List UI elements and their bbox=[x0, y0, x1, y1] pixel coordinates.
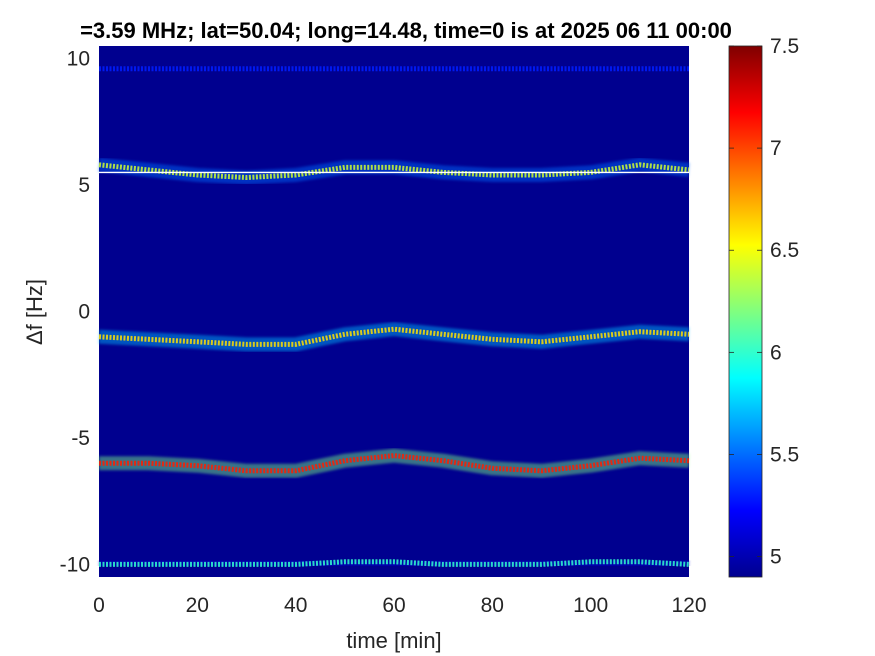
chart-title: =3.59 MHz; lat=50.04; long=14.48, time=0… bbox=[80, 18, 732, 43]
y-tick-label: -10 bbox=[60, 553, 90, 576]
trace-core-4 bbox=[99, 559, 690, 567]
colorbar-tick-label: 7 bbox=[770, 137, 782, 160]
colorbar: 5 5.5 6 6.5 7 7.5 bbox=[728, 35, 799, 578]
x-tick-label: 80 bbox=[481, 594, 504, 617]
plot-background bbox=[99, 46, 689, 577]
x-tick-label: 60 bbox=[382, 594, 405, 617]
x-tick-label: 120 bbox=[671, 594, 706, 617]
y-tick-label: 5 bbox=[78, 174, 90, 197]
x-tick-label: 0 bbox=[93, 594, 105, 617]
colorbar-ticks: 5 5.5 6 6.5 7 7.5 bbox=[729, 35, 799, 569]
colorbar-gradient bbox=[728, 45, 763, 578]
plot-area bbox=[98, 46, 690, 577]
colorbar-tick-label: 7.5 bbox=[770, 35, 799, 58]
x-axis: 0 20 40 60 80 100 120 bbox=[93, 594, 706, 617]
spectral-traces bbox=[98, 61, 690, 572]
colorbar-tick-label: 5.5 bbox=[770, 444, 799, 467]
trace-core-3 bbox=[99, 453, 690, 474]
y-tick-label: 0 bbox=[78, 301, 90, 324]
colorbar-tick-label: 5 bbox=[770, 546, 782, 569]
y-axis: 10 5 0 -5 -10 bbox=[60, 48, 90, 577]
y-axis-label: Δf [Hz] bbox=[22, 279, 47, 345]
colorbar-tick-label: 6.5 bbox=[770, 239, 799, 262]
colorbar-tick-label: 6 bbox=[770, 341, 782, 364]
x-tick-label: 40 bbox=[284, 594, 307, 617]
trace-core-2 bbox=[98, 326, 690, 347]
x-tick-label: 100 bbox=[573, 594, 608, 617]
y-tick-label: -5 bbox=[71, 427, 90, 450]
x-tick-label: 20 bbox=[186, 594, 209, 617]
trace-core-1 bbox=[98, 162, 690, 180]
y-tick-label: 10 bbox=[67, 48, 90, 71]
x-axis-label: time [min] bbox=[346, 628, 441, 653]
